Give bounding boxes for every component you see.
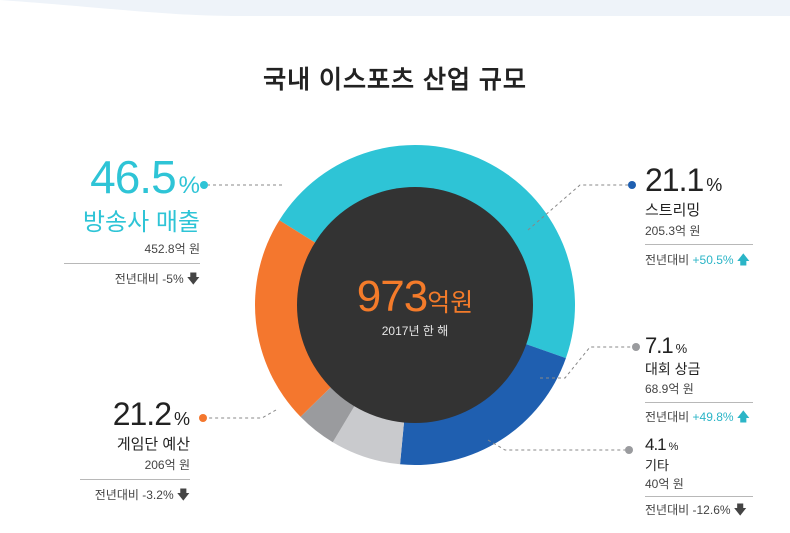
label-broadcast: 46.5% 방송사 매출 452.8억 원 전년대비 -5% 🡇 [64,150,200,292]
label-prize: 7.1% 대회 상금 68.9억 원 전년대비 +49.8% 🡅 [645,333,753,430]
arrow-up-icon: 🡅 [736,409,750,424]
prize-percent: 7.1% [645,333,688,358]
total-value: 973억원 [290,272,540,322]
other-amount: 40억 원 [645,477,684,491]
total-number: 973 [356,272,428,321]
broadcast-yoy: 전년대비 -5% 🡇 [64,270,200,292]
streaming-yoy: 전년대비 +50.5% 🡅 [645,251,753,273]
streaming-percent: 21.1% [645,162,723,198]
prize-label: 대회 상금 [645,361,701,377]
leader-line-prize [540,346,632,379]
arrow-down-icon: 🡇 [186,271,200,286]
arrow-up-icon: 🡅 [736,252,750,267]
chart-title: 국내 이스포츠 산업 규모 [263,66,527,94]
total-caption: 2017년 한 해 [381,324,449,338]
prize-amount: 68.9억 원 [645,382,694,396]
total-unit: 억원 [427,289,474,317]
header-band [0,0,790,16]
leader-dot-other [625,446,633,454]
other-yoy: 전년대비 -12.6% 🡇 [645,501,753,523]
donut-hole [297,187,533,423]
team-percent: 21.2% [112,396,190,432]
leader-dot-prize [632,343,640,351]
broadcast-percent: 46.5% [90,151,200,203]
other-percent: 4.1% [645,435,679,454]
prize-yoy: 전년대비 +49.8% 🡅 [645,408,753,430]
broadcast-amount: 452.8억 원 [144,242,200,256]
other-label: 기타 [645,458,669,473]
streaming-amount: 205.3억 원 [645,224,701,238]
broadcast-label: 방송사 매출 [82,209,200,236]
leader-line-other [487,439,625,451]
leader-line-team [207,409,277,419]
label-other: 4.1% 기타 40억 원 전년대비 -12.6% 🡇 [645,435,753,523]
label-team: 21.2% 게임단 예산 206억 원 전년대비 -3.2% 🡇 [80,396,190,508]
leader-dot-streaming [628,181,636,189]
team-label: 게임단 예산 [116,436,190,453]
label-streaming: 21.1% 스트리밍 205.3억 원 전년대비 +50.5% 🡅 [645,162,753,273]
team-yoy: 전년대비 -3.2% 🡇 [80,486,190,508]
leader-dot-broadcast [200,181,208,189]
arrow-down-icon: 🡇 [733,502,747,517]
streaming-label: 스트리밍 [645,202,701,219]
leader-dot-team [199,414,207,422]
leader-line-streaming [527,184,628,231]
team-amount: 206억 원 [144,458,190,472]
arrow-down-icon: 🡇 [176,487,190,502]
